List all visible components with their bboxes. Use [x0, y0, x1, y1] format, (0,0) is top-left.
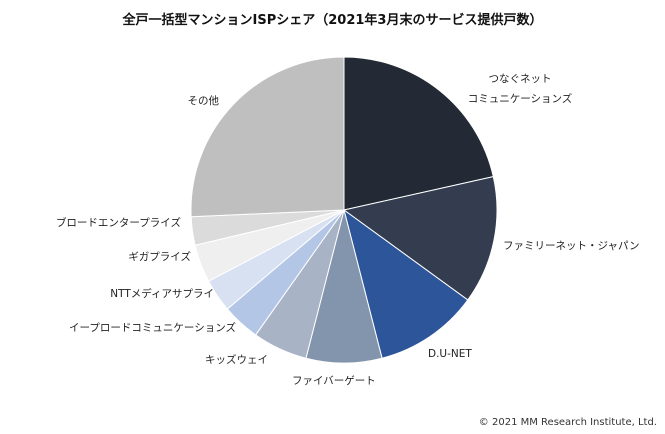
pie-slice	[342, 176, 498, 301]
slice-label: ブロードエンタープライズ	[56, 216, 181, 229]
slice-label: ファミリーネット・ジャパン	[503, 240, 640, 252]
slice-label: D.U-NET	[428, 348, 472, 360]
slice-label: ファイバーゲート	[292, 375, 376, 387]
pie-slices	[190, 56, 498, 364]
slice-label: つなぐネットコミュニケーションズ	[468, 73, 573, 105]
pie-slice	[343, 56, 494, 211]
slice-label: キッズウェイ	[205, 353, 268, 366]
pie-slice	[343, 208, 469, 359]
slice-label: NTTメディアサプライ	[110, 287, 214, 300]
slice-label: イープロードコミュニケーションズ	[69, 321, 236, 334]
chart-title: 全戸一括型マンションISPシェア（2021年3月末のサービス提供戸数）	[122, 13, 543, 28]
slice-label: その他	[188, 94, 220, 107]
pie-slice	[190, 56, 345, 218]
slice-label: ギガプライズ	[128, 250, 191, 263]
copyright-text: © 2021 MM Research Institute, Ltd.	[478, 417, 657, 428]
